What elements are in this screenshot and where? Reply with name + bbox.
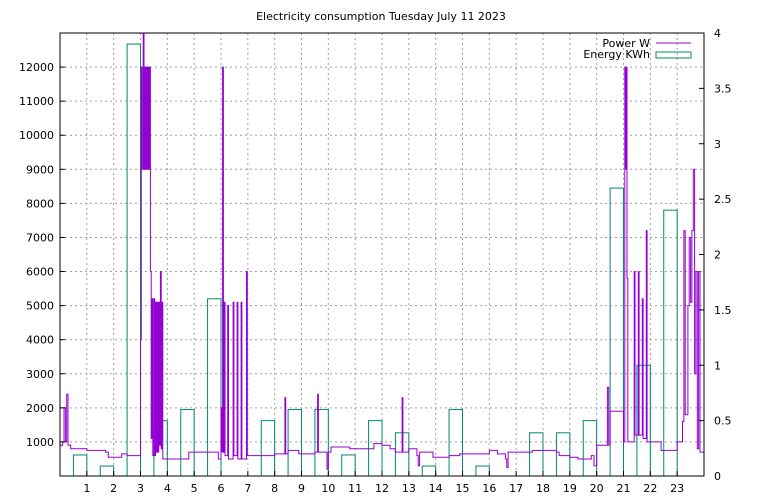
- yl-tick-label-10: 11000: [19, 95, 54, 108]
- grid-lines: [60, 33, 704, 476]
- chart-title: Electricity consumption Tuesday July 11 …: [256, 10, 506, 23]
- energy-box-4: [180, 409, 195, 477]
- yr-tick-label-5: 2.5: [714, 193, 732, 206]
- x-tick-label-8: 9: [298, 482, 305, 495]
- energy-box-15: [475, 465, 490, 477]
- x-tick-label-0: 1: [83, 482, 90, 495]
- left-axis-ticks: 1000 2000 3000 4000 5000 6000 7000 8000 9000 1000…: [19, 61, 65, 449]
- yl-tick-label-7: 8000: [26, 197, 54, 210]
- yr-tick-label-2: 1: [714, 359, 721, 372]
- power-line: [60, 32, 704, 470]
- x-tick-label-14: 15: [456, 482, 470, 495]
- yl-tick-label-5: 6000: [26, 266, 54, 279]
- yl-tick-label-11: 12000: [19, 61, 54, 74]
- x-tick-label-6: 7: [244, 482, 251, 495]
- energy-box-10: [341, 454, 356, 477]
- yl-tick-label-6: 7000: [26, 231, 54, 244]
- energy-box-18: [555, 432, 571, 477]
- x-tick-label-22: 23: [670, 482, 684, 495]
- x-tick-label-7: 8: [271, 482, 278, 495]
- yl-tick-label-4: 5000: [26, 300, 54, 313]
- yl-tick-label-2: 3000: [26, 368, 54, 381]
- energy-box-7: [260, 420, 276, 477]
- x-tick-label-9: 10: [321, 482, 335, 495]
- right-axis-ticks: 0 0.5 1 1.5 2 2.5 3 3.5 4: [699, 27, 732, 483]
- power-line-layer: [60, 32, 704, 470]
- energy-box-14: [448, 409, 464, 477]
- yr-tick-label-4: 2: [714, 249, 721, 262]
- yl-tick-label-1: 2000: [26, 402, 54, 415]
- x-tick-label-20: 21: [617, 482, 631, 495]
- x-tick-label-15: 16: [482, 482, 496, 495]
- x-tick-label-10: 11: [348, 482, 362, 495]
- energy-box-17: [529, 432, 544, 477]
- legend-swatch-energy: [655, 51, 692, 59]
- x-tick-label-4: 5: [191, 482, 198, 495]
- x-tick-label-3: 4: [164, 482, 171, 495]
- x-tick-label-16: 17: [509, 482, 523, 495]
- yr-tick-label-7: 3.5: [714, 82, 732, 95]
- x-tick-label-2: 3: [137, 482, 144, 495]
- energy-box-13: [421, 465, 437, 477]
- energy-box-1: [99, 465, 115, 477]
- x-tick-label-19: 20: [590, 482, 604, 495]
- energy-box-2: [126, 43, 142, 477]
- yr-tick-label-1: 0.5: [714, 415, 732, 428]
- x-tick-label-11: 12: [375, 482, 389, 495]
- x-axis-ticks: 1 2 3 4 5 6 7 8 9 10 11 12 13 14 15 16 17 18 19 20 21 22 23: [83, 471, 684, 495]
- legend: Power W Energy KWh: [583, 37, 692, 61]
- yr-tick-label-8: 4: [714, 27, 721, 40]
- yr-tick-label-3: 1.5: [714, 304, 732, 317]
- x-tick-label-1: 2: [110, 482, 117, 495]
- x-tick-label-21: 22: [643, 482, 657, 495]
- energy-box-22: [663, 209, 678, 477]
- energy-box-8: [287, 409, 303, 477]
- x-tick-label-18: 19: [563, 482, 577, 495]
- energy-box-19: [582, 420, 598, 477]
- yl-tick-label-8: 9000: [26, 163, 54, 176]
- legend-label-power: Power W: [602, 37, 650, 50]
- energy-boxes: [72, 43, 678, 477]
- yr-tick-label-0: 0: [714, 470, 721, 483]
- energy-box-20: [609, 187, 624, 477]
- legend-label-energy: Energy KWh: [583, 48, 650, 61]
- yl-tick-label-0: 1000: [26, 436, 54, 449]
- x-tick-label-12: 13: [402, 482, 416, 495]
- energy-box-5: [207, 298, 222, 477]
- yl-tick-label-9: 10000: [19, 129, 54, 142]
- yr-tick-label-6: 3: [714, 138, 721, 151]
- x-tick-label-5: 6: [218, 482, 225, 495]
- x-tick-label-13: 14: [429, 482, 443, 495]
- energy-box-0: [72, 454, 88, 477]
- x-tick-label-17: 18: [536, 482, 550, 495]
- yl-tick-label-3: 4000: [26, 334, 54, 347]
- energy-box-9: [314, 409, 329, 477]
